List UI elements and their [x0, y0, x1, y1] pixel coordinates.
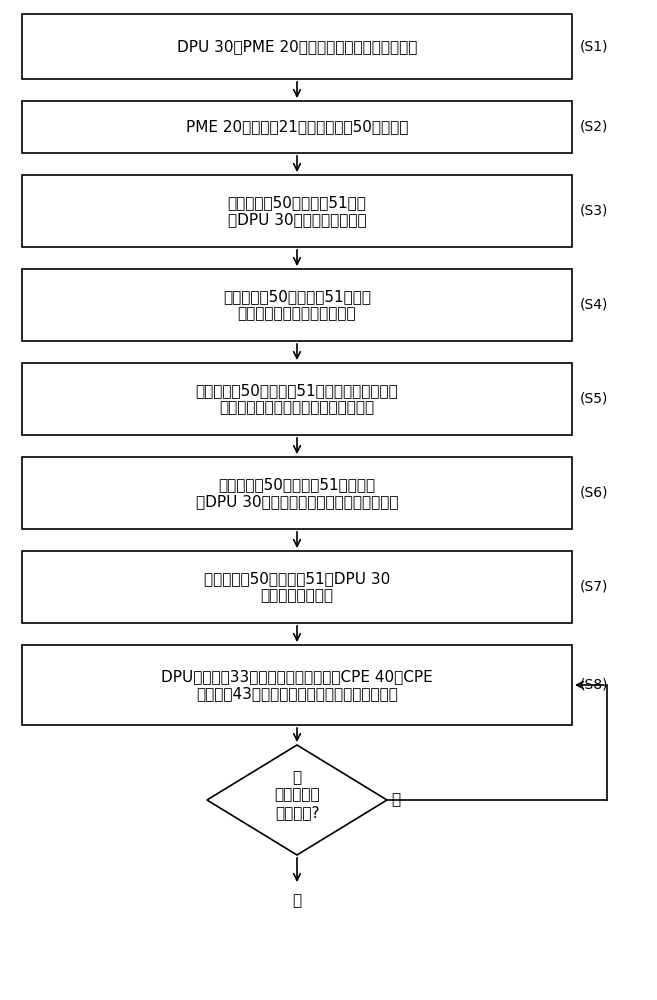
Text: 遮罩构建器50的处理器51识别与
各用户线路关联的各网络元件: 遮罩构建器50的处理器51识别与 各用户线路关联的各网络元件	[223, 289, 371, 321]
Text: (S8): (S8)	[580, 678, 608, 692]
Text: 是: 是	[292, 893, 302, 908]
Text: (S7): (S7)	[580, 580, 608, 594]
Bar	[22, 363, 572, 435]
Text: (S3): (S3)	[580, 204, 608, 218]
Text: DPU 30向PME 20发送对于发送频谱遮罩的请求: DPU 30向PME 20发送对于发送频谱遮罩的请求	[177, 39, 417, 54]
Text: (S5): (S5)	[580, 392, 608, 406]
Text: (S6): (S6)	[580, 486, 608, 500]
Polygon shape	[207, 745, 387, 855]
Text: 遮罩构建器50的处理器51识别
与DPU 30关联的各用户线路: 遮罩构建器50的处理器51识别 与DPU 30关联的各用户线路	[227, 195, 367, 227]
Bar	[22, 14, 572, 79]
Bar	[22, 101, 572, 153]
Text: PME 20的处理器21向遮罩构建器50转发请求: PME 20的处理器21向遮罩构建器50转发请求	[186, 119, 408, 134]
Text: (S1): (S1)	[580, 39, 608, 53]
Text: (S2): (S2)	[580, 120, 608, 134]
Bar	[22, 175, 572, 247]
Bar	[22, 457, 572, 529]
Text: 遮罩构建器50的处理器51向DPU 30
转发发送频谱遮罩: 遮罩构建器50的处理器51向DPU 30 转发发送频谱遮罩	[204, 571, 390, 603]
Text: 否: 否	[391, 792, 400, 808]
Text: 已
经过了预定
时间段吗?: 已 经过了预定 时间段吗?	[274, 770, 320, 820]
Text: DPU管理模块33向与各用户线路关联的CPE 40的CPE
管理模块43转发针对各用户线路的发送频谱遮罩: DPU管理模块33向与各用户线路关联的CPE 40的CPE 管理模块43转发针对…	[161, 669, 433, 701]
Text: 遮罩构建器50的处理器51取得针对各用户线路
的各网络元件的各地理区域的开槽遮罩: 遮罩构建器50的处理器51取得针对各用户线路 的各网络元件的各地理区域的开槽遮罩	[196, 383, 398, 415]
Text: 遮罩构建器50的处理器51构建针对
与DPU 30关联的各用户线路的发送频谱遮罩: 遮罩构建器50的处理器51构建针对 与DPU 30关联的各用户线路的发送频谱遮罩	[196, 477, 398, 509]
Bar	[22, 551, 572, 623]
Text: (S4): (S4)	[580, 298, 608, 312]
Bar	[22, 645, 572, 725]
Bar	[22, 269, 572, 341]
